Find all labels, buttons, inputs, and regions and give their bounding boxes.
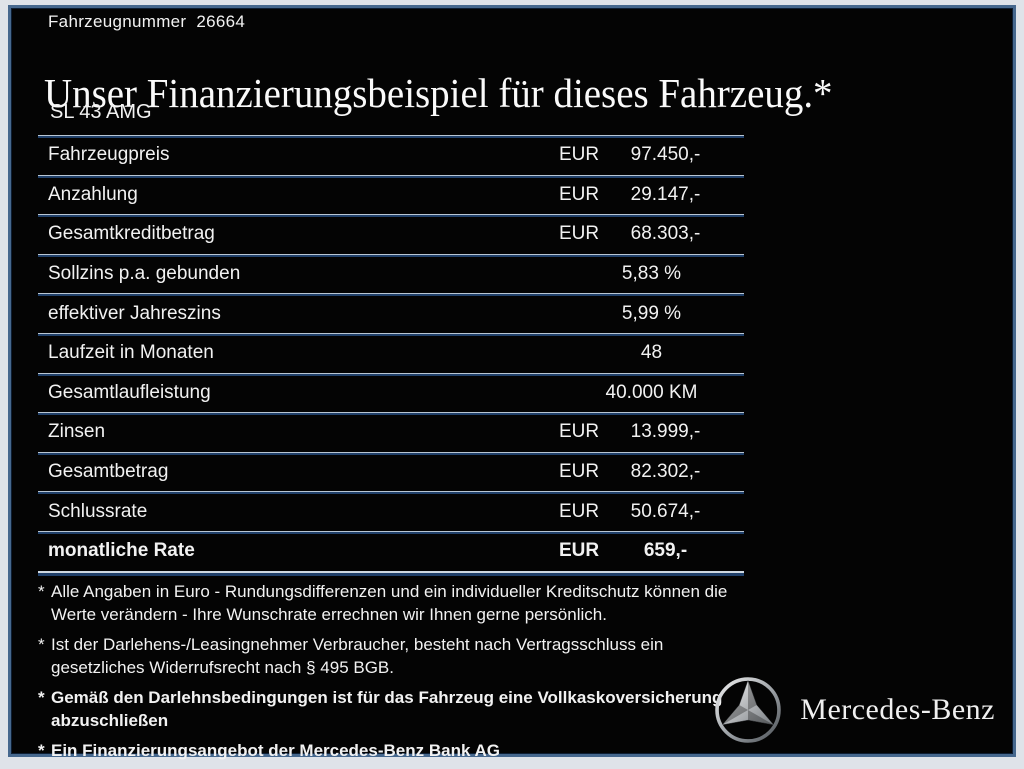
- row-label: Sollzins p.a. gebunden: [38, 263, 559, 285]
- row-value-cell: EUR 68.303,-: [559, 223, 744, 245]
- vehicle-number: Fahrzeugnummer 26664: [48, 12, 245, 32]
- finance-offer-page: Fahrzeugnummer 26664 Unser Finanzierungs…: [8, 5, 1016, 757]
- currency-label: EUR: [559, 461, 617, 483]
- currency-label: EUR: [559, 223, 617, 245]
- row-value: 97.450,-: [617, 144, 744, 166]
- row-label: Zinsen: [38, 421, 559, 443]
- row-label: Laufzeit in Monaten: [38, 342, 559, 364]
- brand-area: Mercedes-Benz: [712, 674, 995, 746]
- footnote: * Ein Finanzierungsangebot der Mercedes-…: [38, 739, 746, 762]
- table-row: Anzahlung EUR 29.147,-: [38, 175, 744, 215]
- row-value: 5,99 %: [559, 303, 744, 325]
- footnote-text: Gemäß den Darlehnsbedingungen ist für da…: [51, 686, 746, 732]
- footnotes: * Alle Angaben in Euro - Rundungsdiffere…: [38, 580, 746, 769]
- row-value-cell: EUR 50.674,-: [559, 501, 744, 523]
- table-row: Gesamtbetrag EUR 82.302,-: [38, 452, 744, 492]
- row-value-cell: EUR 659,-: [559, 540, 744, 562]
- row-label: monatliche Rate: [38, 540, 559, 562]
- row-label: Gesamtbetrag: [38, 461, 559, 483]
- row-label: Gesamtkreditbetrag: [38, 223, 559, 245]
- row-value: 82.302,-: [617, 461, 744, 483]
- row-value: 5,83 %: [559, 263, 744, 285]
- row-label: Anzahlung: [38, 184, 559, 206]
- table-row: Schlussrate EUR 50.674,-: [38, 491, 744, 531]
- row-value: 659,-: [617, 540, 744, 562]
- row-value: 48: [559, 342, 744, 364]
- currency-label: EUR: [559, 540, 617, 562]
- row-value-cell: EUR 97.450,-: [559, 144, 744, 166]
- table-row: Sollzins p.a. gebunden 5,83 %: [38, 254, 744, 294]
- row-value-cell: EUR 82.302,-: [559, 461, 744, 483]
- brand-name: Mercedes-Benz: [800, 693, 995, 727]
- table-row: Gesamtlaufleistung 40.000 KM: [38, 373, 744, 413]
- footnote: * Gemäß den Darlehnsbedingungen ist für …: [38, 686, 746, 732]
- currency-label: EUR: [559, 421, 617, 443]
- table-row: Laufzeit in Monaten 48: [38, 333, 744, 373]
- table-row: Zinsen EUR 13.999,-: [38, 412, 744, 452]
- finance-table: Fahrzeugpreis EUR 97.450,- Anzahlung EUR…: [38, 135, 744, 576]
- row-label: effektiver Jahreszins: [38, 303, 559, 325]
- footnote: * Ist der Darlehens-/Leasingnehmer Verbr…: [38, 633, 746, 679]
- row-value: 13.999,-: [617, 421, 744, 443]
- row-value: 50.674,-: [617, 501, 744, 523]
- table-row: monatliche Rate EUR 659,-: [38, 531, 744, 571]
- row-value: 40.000 KM: [559, 382, 744, 404]
- row-value-cell: 40.000 KM: [559, 382, 744, 404]
- table-row: Gesamtkreditbetrag EUR 68.303,-: [38, 214, 744, 254]
- model-name: SL 43 AMG: [50, 101, 152, 124]
- row-value-cell: EUR 13.999,-: [559, 421, 744, 443]
- footnote-text: Ein Finanzierungsangebot der Mercedes-Be…: [51, 739, 746, 762]
- footnote-text: Ist der Darlehens-/Leasingnehmer Verbrau…: [51, 633, 746, 679]
- footnote-text: Alle Angaben in Euro - Rundungsdifferenz…: [51, 580, 746, 626]
- row-value: 29.147,-: [617, 184, 744, 206]
- footnote: * Alle Angaben in Euro - Rundungsdiffere…: [38, 580, 746, 626]
- row-value: 68.303,-: [617, 223, 744, 245]
- row-value-cell: 5,99 %: [559, 303, 744, 325]
- page-title: Unser Finanzierungsbeispiel für dieses F…: [44, 69, 833, 117]
- currency-label: EUR: [559, 501, 617, 523]
- row-label: Schlussrate: [38, 501, 559, 523]
- footnote-marker: *: [38, 580, 51, 626]
- row-value-cell: EUR 29.147,-: [559, 184, 744, 206]
- table-row: effektiver Jahreszins 5,99 %: [38, 293, 744, 333]
- row-label: Gesamtlaufleistung: [38, 382, 559, 404]
- footnote-marker: *: [38, 633, 51, 679]
- mercedes-star-icon: [712, 674, 784, 746]
- row-label: Fahrzeugpreis: [38, 144, 559, 166]
- row-value-cell: 5,83 %: [559, 263, 744, 285]
- currency-label: EUR: [559, 144, 617, 166]
- footnote-marker: *: [38, 739, 51, 762]
- footnote-marker: *: [38, 686, 51, 732]
- currency-label: EUR: [559, 184, 617, 206]
- table-row: Fahrzeugpreis EUR 97.450,-: [38, 135, 744, 175]
- row-value-cell: 48: [559, 342, 744, 364]
